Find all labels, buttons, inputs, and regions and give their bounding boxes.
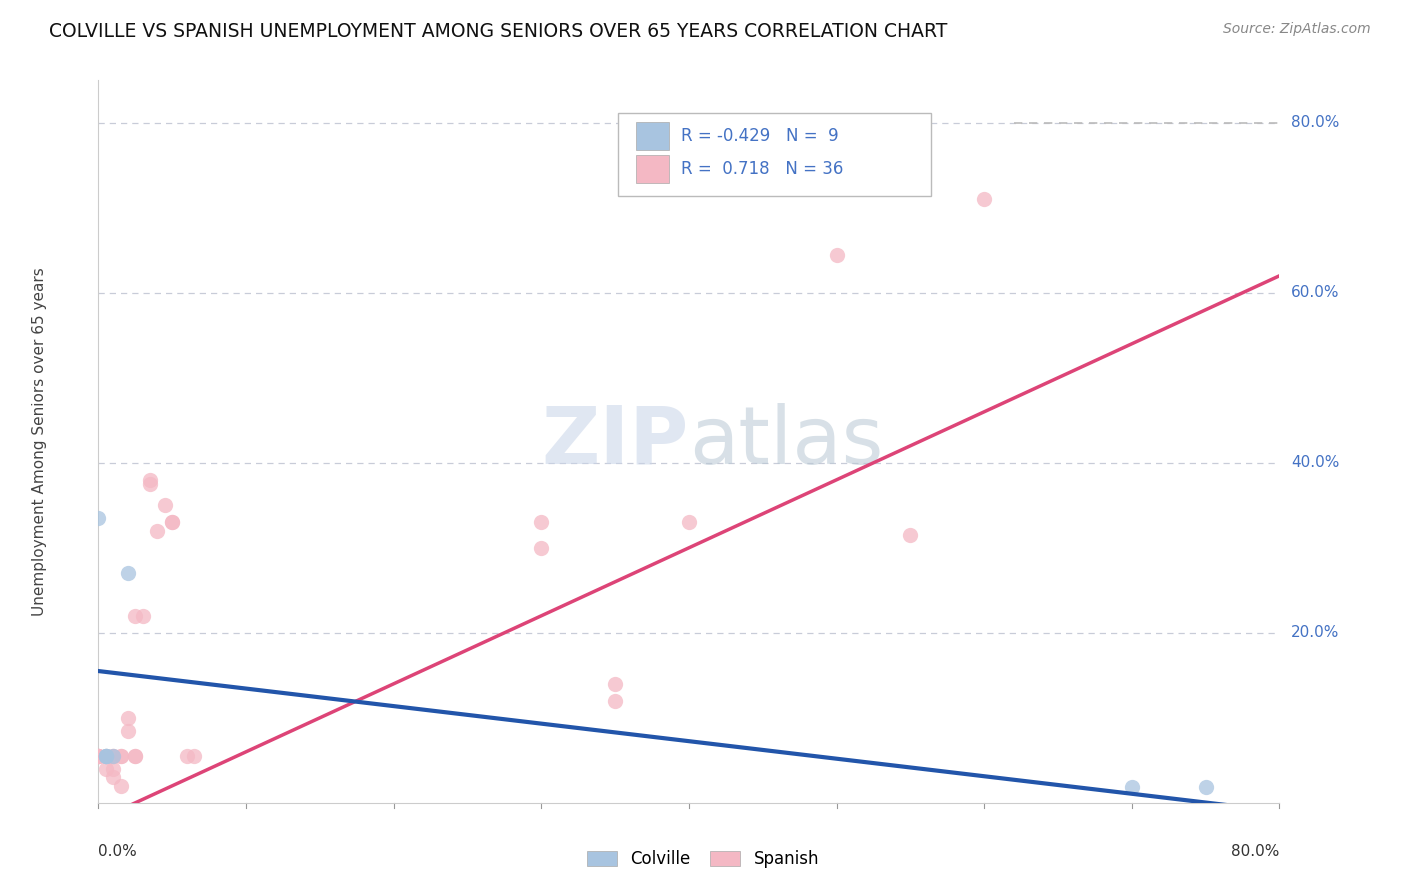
FancyBboxPatch shape — [636, 155, 669, 183]
Text: 80.0%: 80.0% — [1232, 844, 1279, 859]
Text: 0.0%: 0.0% — [98, 844, 138, 859]
Text: R = -0.429   N =  9: R = -0.429 N = 9 — [681, 127, 838, 145]
Text: Source: ZipAtlas.com: Source: ZipAtlas.com — [1223, 22, 1371, 37]
FancyBboxPatch shape — [636, 122, 669, 150]
Text: 40.0%: 40.0% — [1291, 455, 1340, 470]
Legend: Colville, Spanish: Colville, Spanish — [581, 844, 825, 875]
Text: R =  0.718   N = 36: R = 0.718 N = 36 — [681, 161, 844, 178]
Text: Unemployment Among Seniors over 65 years: Unemployment Among Seniors over 65 years — [32, 268, 46, 615]
FancyBboxPatch shape — [619, 112, 931, 196]
Text: 20.0%: 20.0% — [1291, 625, 1340, 640]
Text: ZIP: ZIP — [541, 402, 689, 481]
Text: 80.0%: 80.0% — [1291, 115, 1340, 130]
Text: 60.0%: 60.0% — [1291, 285, 1340, 301]
Text: atlas: atlas — [689, 402, 883, 481]
Text: COLVILLE VS SPANISH UNEMPLOYMENT AMONG SENIORS OVER 65 YEARS CORRELATION CHART: COLVILLE VS SPANISH UNEMPLOYMENT AMONG S… — [49, 22, 948, 41]
